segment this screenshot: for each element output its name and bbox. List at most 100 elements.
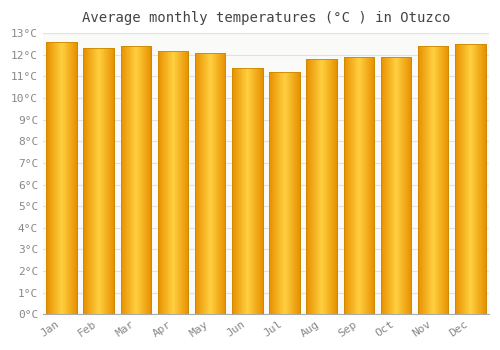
Bar <box>51 42 52 314</box>
Bar <box>333 59 334 314</box>
Bar <box>178 50 179 314</box>
Bar <box>286 72 287 314</box>
Bar <box>58 42 59 314</box>
Bar <box>436 46 437 314</box>
Bar <box>259 68 260 314</box>
Bar <box>183 50 184 314</box>
Bar <box>409 57 410 314</box>
Bar <box>425 46 426 314</box>
Bar <box>418 46 448 314</box>
Bar <box>346 57 348 314</box>
Bar <box>210 53 211 314</box>
Bar <box>148 46 150 314</box>
Bar <box>54 42 55 314</box>
Bar <box>306 59 307 314</box>
Bar <box>322 59 323 314</box>
Bar <box>214 53 215 314</box>
Bar <box>289 72 290 314</box>
Bar <box>439 46 440 314</box>
Bar <box>70 42 72 314</box>
Bar <box>285 72 286 314</box>
Bar <box>455 44 486 314</box>
Bar <box>144 46 145 314</box>
Bar <box>287 72 288 314</box>
Bar <box>461 44 462 314</box>
Bar <box>185 50 186 314</box>
Bar <box>249 68 250 314</box>
Bar <box>442 46 443 314</box>
Bar <box>420 46 421 314</box>
Bar <box>455 44 486 314</box>
Bar <box>150 46 151 314</box>
Bar <box>180 50 181 314</box>
Bar <box>86 48 87 314</box>
Bar <box>87 48 88 314</box>
Bar <box>120 46 151 314</box>
Bar <box>256 68 257 314</box>
Bar <box>433 46 434 314</box>
Bar <box>478 44 479 314</box>
Bar <box>166 50 167 314</box>
Bar <box>120 46 121 314</box>
Bar <box>391 57 392 314</box>
Bar <box>422 46 423 314</box>
Bar <box>243 68 244 314</box>
Bar <box>312 59 313 314</box>
Bar <box>201 53 202 314</box>
Bar <box>122 46 123 314</box>
Bar <box>429 46 430 314</box>
Bar <box>197 53 198 314</box>
Bar <box>424 46 425 314</box>
Bar <box>368 57 369 314</box>
Bar <box>238 68 239 314</box>
Bar <box>326 59 327 314</box>
Bar <box>404 57 405 314</box>
Bar <box>66 42 67 314</box>
Bar <box>235 68 236 314</box>
Bar <box>130 46 131 314</box>
Bar <box>438 46 439 314</box>
Bar <box>314 59 315 314</box>
Bar <box>246 68 248 314</box>
Bar <box>134 46 136 314</box>
Bar <box>161 50 162 314</box>
Bar <box>56 42 58 314</box>
Bar <box>84 48 86 314</box>
Bar <box>126 46 128 314</box>
Bar <box>169 50 170 314</box>
Bar <box>46 42 77 314</box>
Bar <box>164 50 165 314</box>
Bar <box>282 72 284 314</box>
Bar <box>170 50 171 314</box>
Bar <box>225 53 226 314</box>
Bar <box>92 48 93 314</box>
Bar <box>168 50 169 314</box>
Bar <box>260 68 261 314</box>
Bar <box>94 48 95 314</box>
Bar <box>390 57 391 314</box>
Bar <box>371 57 372 314</box>
Bar <box>93 48 94 314</box>
Bar <box>435 46 436 314</box>
Bar <box>232 68 262 314</box>
Bar <box>110 48 111 314</box>
Bar <box>315 59 316 314</box>
Bar <box>195 53 226 314</box>
Bar <box>280 72 281 314</box>
Bar <box>394 57 395 314</box>
Bar <box>410 57 411 314</box>
Bar <box>462 44 463 314</box>
Bar <box>460 44 461 314</box>
Bar <box>206 53 207 314</box>
Bar <box>254 68 256 314</box>
Bar <box>132 46 133 314</box>
Bar <box>295 72 296 314</box>
Bar <box>306 59 337 314</box>
Bar <box>237 68 238 314</box>
Bar <box>242 68 243 314</box>
Bar <box>129 46 130 314</box>
Bar <box>468 44 469 314</box>
Bar <box>406 57 407 314</box>
Bar <box>440 46 441 314</box>
Bar <box>349 57 350 314</box>
